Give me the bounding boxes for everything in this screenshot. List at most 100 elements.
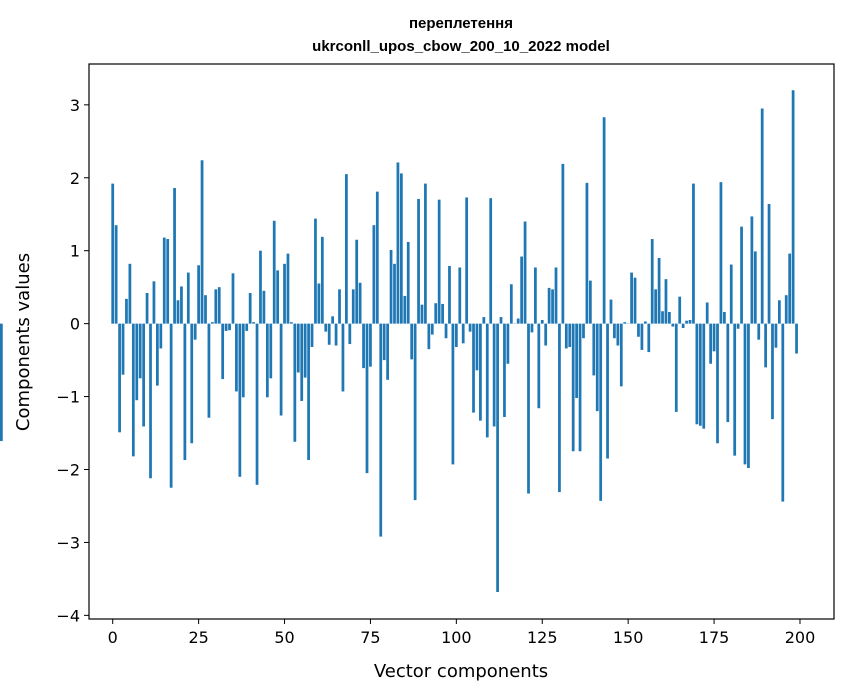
bar bbox=[214, 289, 218, 324]
bar bbox=[197, 265, 200, 324]
bar bbox=[149, 323, 152, 479]
bar bbox=[235, 323, 238, 392]
x-axis-ticks: 0 25 50 75 100 125 150 175 200 bbox=[108, 619, 815, 647]
bar bbox=[207, 323, 211, 418]
bar bbox=[674, 323, 678, 412]
bar bbox=[733, 323, 737, 456]
bar bbox=[468, 323, 472, 332]
bar bbox=[424, 183, 427, 324]
bar bbox=[131, 323, 135, 457]
bar bbox=[369, 323, 372, 367]
bar bbox=[290, 322, 293, 324]
bar bbox=[664, 279, 668, 324]
bar bbox=[430, 323, 434, 335]
chart-title-line1: переплетення bbox=[409, 15, 513, 32]
bar bbox=[791, 90, 795, 324]
bar bbox=[348, 323, 352, 345]
bar bbox=[406, 241, 410, 324]
bar bbox=[506, 323, 510, 364]
x-tick-label: 50 bbox=[274, 628, 294, 647]
bar bbox=[444, 323, 448, 339]
bar bbox=[475, 323, 479, 371]
bar bbox=[685, 320, 688, 324]
bar bbox=[365, 323, 369, 474]
bar bbox=[654, 289, 658, 324]
bar bbox=[736, 323, 740, 329]
bar bbox=[753, 251, 757, 324]
bar bbox=[602, 117, 606, 324]
bar bbox=[0, 323, 3, 442]
bar bbox=[647, 323, 651, 353]
bar bbox=[248, 293, 252, 324]
bar bbox=[241, 323, 245, 398]
bar bbox=[698, 323, 702, 426]
bar bbox=[269, 323, 273, 379]
bar bbox=[159, 323, 163, 349]
bar bbox=[314, 218, 317, 324]
bar bbox=[777, 300, 781, 324]
bar bbox=[771, 323, 774, 420]
bar bbox=[767, 204, 771, 324]
bar bbox=[252, 322, 255, 324]
bar bbox=[678, 296, 682, 324]
x-tick-label: 0 bbox=[108, 628, 118, 647]
bar bbox=[142, 323, 146, 427]
bar bbox=[606, 323, 609, 459]
bar bbox=[255, 323, 259, 485]
bar bbox=[712, 323, 716, 352]
bar bbox=[293, 323, 297, 442]
x-tick-label: 125 bbox=[527, 628, 558, 647]
bar bbox=[795, 323, 798, 354]
bar bbox=[650, 239, 654, 324]
bar bbox=[437, 199, 441, 324]
bar bbox=[747, 323, 750, 469]
bar bbox=[568, 323, 572, 347]
bar bbox=[121, 323, 125, 375]
bar bbox=[571, 323, 575, 452]
bar bbox=[320, 236, 324, 324]
bar bbox=[668, 311, 671, 324]
bar bbox=[633, 277, 637, 324]
bar bbox=[317, 283, 321, 324]
bar bbox=[296, 323, 300, 373]
bar bbox=[681, 323, 685, 329]
bar bbox=[386, 323, 389, 380]
bar bbox=[210, 322, 214, 324]
bar bbox=[544, 323, 548, 346]
bar bbox=[152, 281, 156, 324]
bar bbox=[764, 323, 767, 368]
bar bbox=[245, 323, 249, 331]
bar bbox=[441, 303, 444, 324]
bar bbox=[630, 272, 633, 324]
x-axis-label: Vector components bbox=[374, 661, 548, 682]
bar bbox=[496, 323, 499, 593]
y-axis-label: Components values bbox=[13, 253, 34, 431]
bar bbox=[180, 286, 183, 324]
bar bbox=[671, 323, 675, 327]
bar bbox=[173, 187, 176, 324]
bar bbox=[705, 302, 709, 324]
bar bbox=[221, 323, 225, 380]
bar bbox=[327, 323, 331, 345]
bar bbox=[534, 267, 537, 324]
bar bbox=[135, 323, 139, 401]
bar bbox=[585, 182, 589, 324]
bar bbox=[272, 220, 276, 324]
bar bbox=[283, 263, 286, 324]
bar bbox=[345, 174, 348, 324]
bar bbox=[125, 298, 128, 324]
bar bbox=[784, 295, 788, 324]
y-tick-label: −3 bbox=[56, 533, 80, 552]
bar bbox=[537, 323, 541, 409]
bar bbox=[389, 249, 393, 324]
chart-title-line2: ukrconll_upos_cbow_200_10_2022 model bbox=[312, 38, 610, 55]
bar bbox=[520, 256, 524, 324]
bar-series bbox=[0, 90, 798, 593]
bar bbox=[375, 191, 379, 324]
bar bbox=[530, 323, 534, 333]
bar bbox=[118, 323, 121, 433]
bar bbox=[334, 323, 338, 346]
bar bbox=[588, 280, 592, 324]
x-tick-label: 25 bbox=[188, 628, 208, 647]
y-tick-label: −4 bbox=[56, 606, 80, 625]
